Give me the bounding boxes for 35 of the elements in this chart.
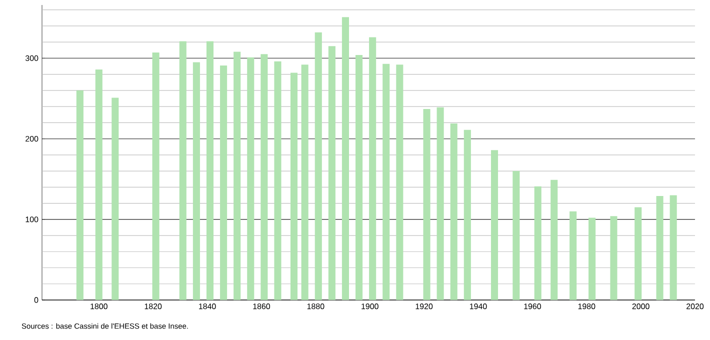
bar [436, 107, 444, 300]
bar [490, 150, 498, 300]
bar [301, 64, 308, 300]
bar [342, 17, 349, 300]
bar [588, 218, 596, 300]
bar [260, 54, 268, 300]
bar [179, 41, 186, 300]
bar [356, 54, 363, 300]
bar [206, 41, 214, 300]
bar [76, 90, 84, 300]
bar [656, 196, 664, 300]
bar [290, 72, 298, 300]
bar [423, 108, 430, 300]
bar [396, 64, 404, 300]
bar [274, 61, 282, 300]
bar [95, 69, 102, 300]
bar [610, 216, 618, 300]
bar [382, 64, 390, 300]
bar [369, 37, 376, 300]
bar [328, 46, 336, 300]
bar [152, 52, 160, 300]
bar [450, 123, 458, 300]
bar [634, 207, 642, 300]
bar [112, 98, 119, 300]
bar [534, 186, 542, 300]
bar [192, 62, 200, 300]
bar [247, 57, 254, 300]
bar [314, 32, 322, 300]
bar [220, 65, 228, 300]
bar [570, 211, 577, 300]
bar [670, 195, 677, 300]
bar [512, 171, 520, 300]
bar [550, 180, 558, 300]
bar [234, 52, 241, 300]
bar [464, 130, 471, 300]
